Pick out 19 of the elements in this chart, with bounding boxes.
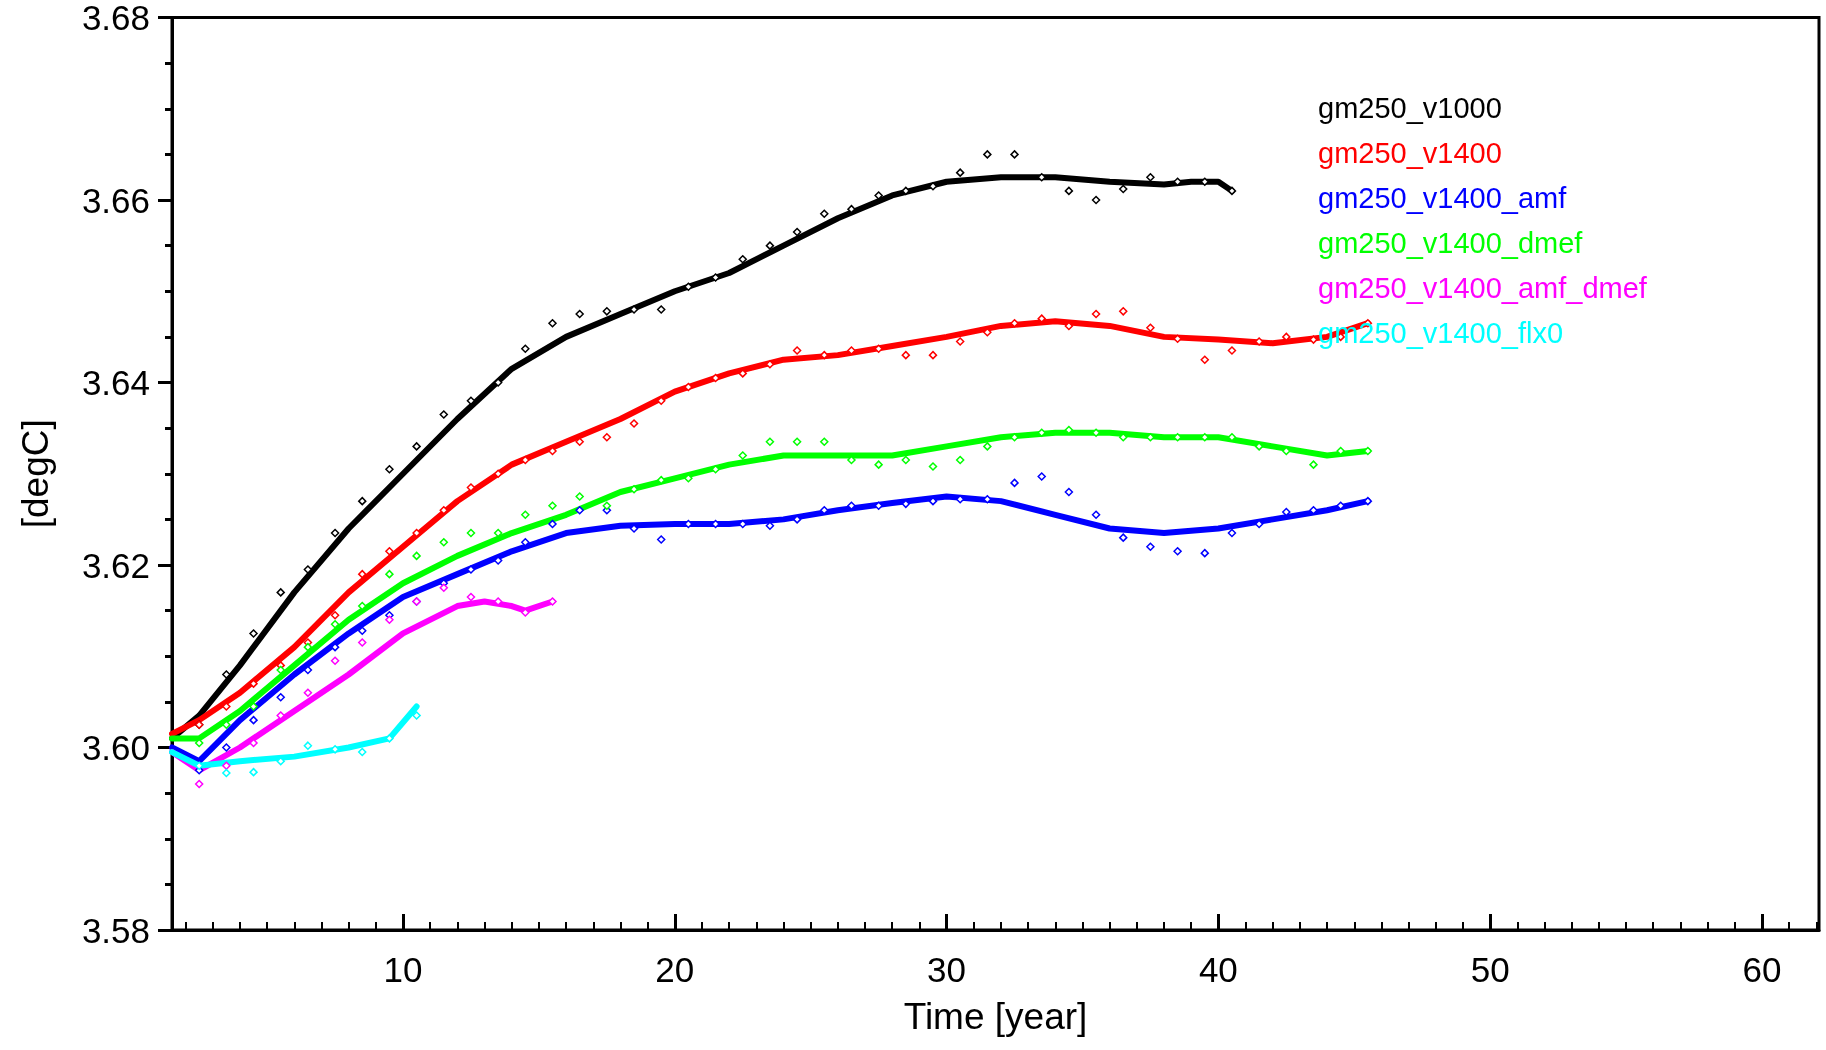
y-axis-title: [degC] <box>15 419 56 529</box>
x-tick-label: 10 <box>383 950 423 989</box>
y-tick-label: 3.66 <box>81 180 150 220</box>
x-tick-label: 50 <box>1470 950 1510 989</box>
x-axis-title: Time [year] <box>903 996 1088 1037</box>
y-tick-label: 3.68 <box>81 0 150 37</box>
text: gm250_v1400 <box>1318 136 1502 169</box>
y-tick-label: 3.58 <box>81 910 150 950</box>
x-tick-label: 60 <box>1742 950 1782 989</box>
text: gm250_v1400_amf <box>1318 181 1568 214</box>
y-tick-label: 3.62 <box>81 545 150 585</box>
x-tick-label: 30 <box>927 950 967 989</box>
y-tick-label: 3.64 <box>81 363 150 402</box>
y-tick-label: 3.60 <box>81 728 150 767</box>
x-tick-label: 40 <box>1198 950 1238 989</box>
x-tick-label: 20 <box>655 950 695 989</box>
text: gm250_v1400_amf_dmef <box>1318 271 1648 304</box>
text: gm250_v1400_dmef <box>1318 226 1584 259</box>
text: gm250_v1000 <box>1318 91 1502 124</box>
